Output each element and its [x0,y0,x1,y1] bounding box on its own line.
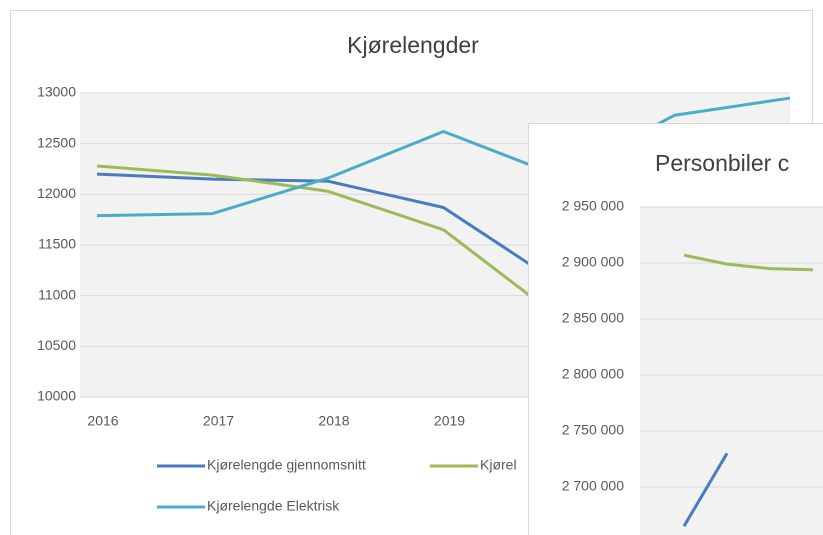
legend-label: Kjørel [480,457,517,473]
y-tick-label: 11000 [38,286,76,302]
x-tick-label: 2018 [318,413,349,429]
series-line [96,164,560,320]
y-tick-label: 13000 [37,84,76,100]
legend-label: Kjørelengde Elektrisk [207,498,340,514]
series-line [96,96,791,218]
y-tick-label: 10000 [37,388,76,404]
series-line [96,172,560,285]
x-tick-label: 2017 [203,413,234,429]
chart-title: Personbiler c [655,150,789,176]
x-tick-label: 2016 [87,413,118,429]
legend-label: Kjørelengde gjennomsnitt [207,457,366,473]
chart-2: Personbiler c 2 650 000 2 700 000 2 750 00… [528,123,823,535]
chart-1: 10000 10500 11000 11500 12000 12500 13000 2016 2… [37,84,812,514]
y-tick-label: 12000 [37,185,76,201]
y-tick-label: 2 650 000 [562,534,624,535]
x-tick-label: 2019 [434,413,465,429]
y-tick-label: 2 900 000 [562,254,624,270]
y-tick-label: 12500 [37,134,76,150]
y-tick-label: 2 750 000 [562,422,624,438]
y-tick-label: 2 850 000 [562,310,624,326]
y-tick-label: 2 950 000 [562,198,624,214]
y-tick-label: 11500 [38,236,76,252]
y-tick-label: 2 800 000 [562,366,624,382]
y-tick-label: 2 700 000 [562,478,624,494]
chart-title: Kjørelengder [347,32,479,58]
plot-area [640,207,823,535]
series-line [682,452,729,527]
y-tick-label: 10500 [37,337,76,353]
series-line [683,253,814,272]
